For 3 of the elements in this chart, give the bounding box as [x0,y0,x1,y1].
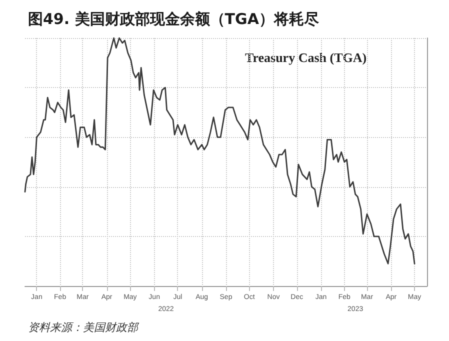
chart-title: 图49. 美国财政部现金余额（TGA）将耗尽 [28,10,319,29]
annotation: Treasury Cash (TGA) [245,50,367,66]
text: 资料来源：美国财政部 [28,320,138,335]
